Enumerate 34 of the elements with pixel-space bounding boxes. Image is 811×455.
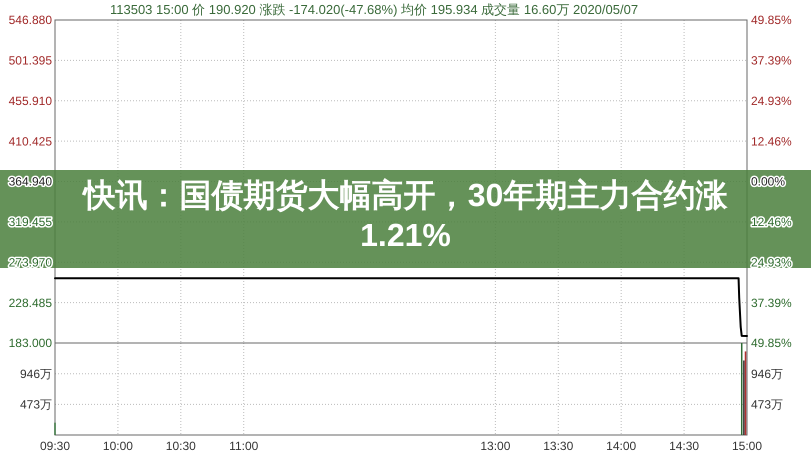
- line-series: [54, 277, 748, 337]
- y-tick-label: 410.425: [8, 134, 52, 148]
- y-tick-label: 183.000: [8, 336, 52, 350]
- y-tick-label: 501.395: [8, 54, 52, 68]
- text: 快讯：国债期货大幅高开，30年期主力合约涨1.21%: [82, 177, 728, 253]
- y2-tick-label: 946万: [751, 366, 784, 381]
- x-tick-label: 14:30: [669, 439, 700, 453]
- x-tick-label: 15:00: [732, 439, 762, 453]
- y-tick-label: 473万: [20, 398, 52, 412]
- y2-tick-label: 37.39%: [751, 296, 792, 310]
- y-tick-label: 364.940: [8, 174, 52, 189]
- y2-tick-label: 49.85%: [751, 13, 792, 28]
- y2-tick-label: 24.93%: [751, 94, 792, 108]
- x-tick-label: 13:30: [543, 439, 574, 453]
- y2-tick-label: 12.46%: [751, 215, 792, 230]
- y2-tick-label: 473万: [751, 398, 784, 412]
- y2-tick-label: 49.85%: [751, 336, 792, 350]
- y-tick-label: 228.485: [8, 296, 52, 310]
- x-tick-label: 14:00: [606, 439, 637, 453]
- x-tick-label: 10:30: [166, 439, 196, 453]
- chart-subtitle: 113503 15:00 价 190.920 涨跌 -174.020(-47.68%) 均价 195.934 成交量 16.60万 2020/05/07: [110, 2, 638, 17]
- y-tick-label: 455.910: [8, 94, 52, 108]
- x-tick-label: 13:00: [480, 439, 511, 453]
- x-tick-label: 10:00: [102, 439, 134, 453]
- x-tick-label: 09:30: [40, 439, 70, 453]
- y-tick-label: 319.455: [8, 215, 52, 230]
- y2-tick-label: 24.93%: [751, 255, 792, 270]
- y-tick-label: 546.880: [8, 13, 52, 28]
- y-tick-label: 946万: [20, 366, 52, 381]
- y2-tick-label: 37.39%: [751, 54, 792, 68]
- y-tick-label: 273.970: [8, 255, 52, 270]
- y2-tick-label: 12.46%: [751, 134, 792, 148]
- y2-tick-label: 0.00%: [751, 174, 786, 189]
- x-tick-label: 11:00: [229, 439, 259, 453]
